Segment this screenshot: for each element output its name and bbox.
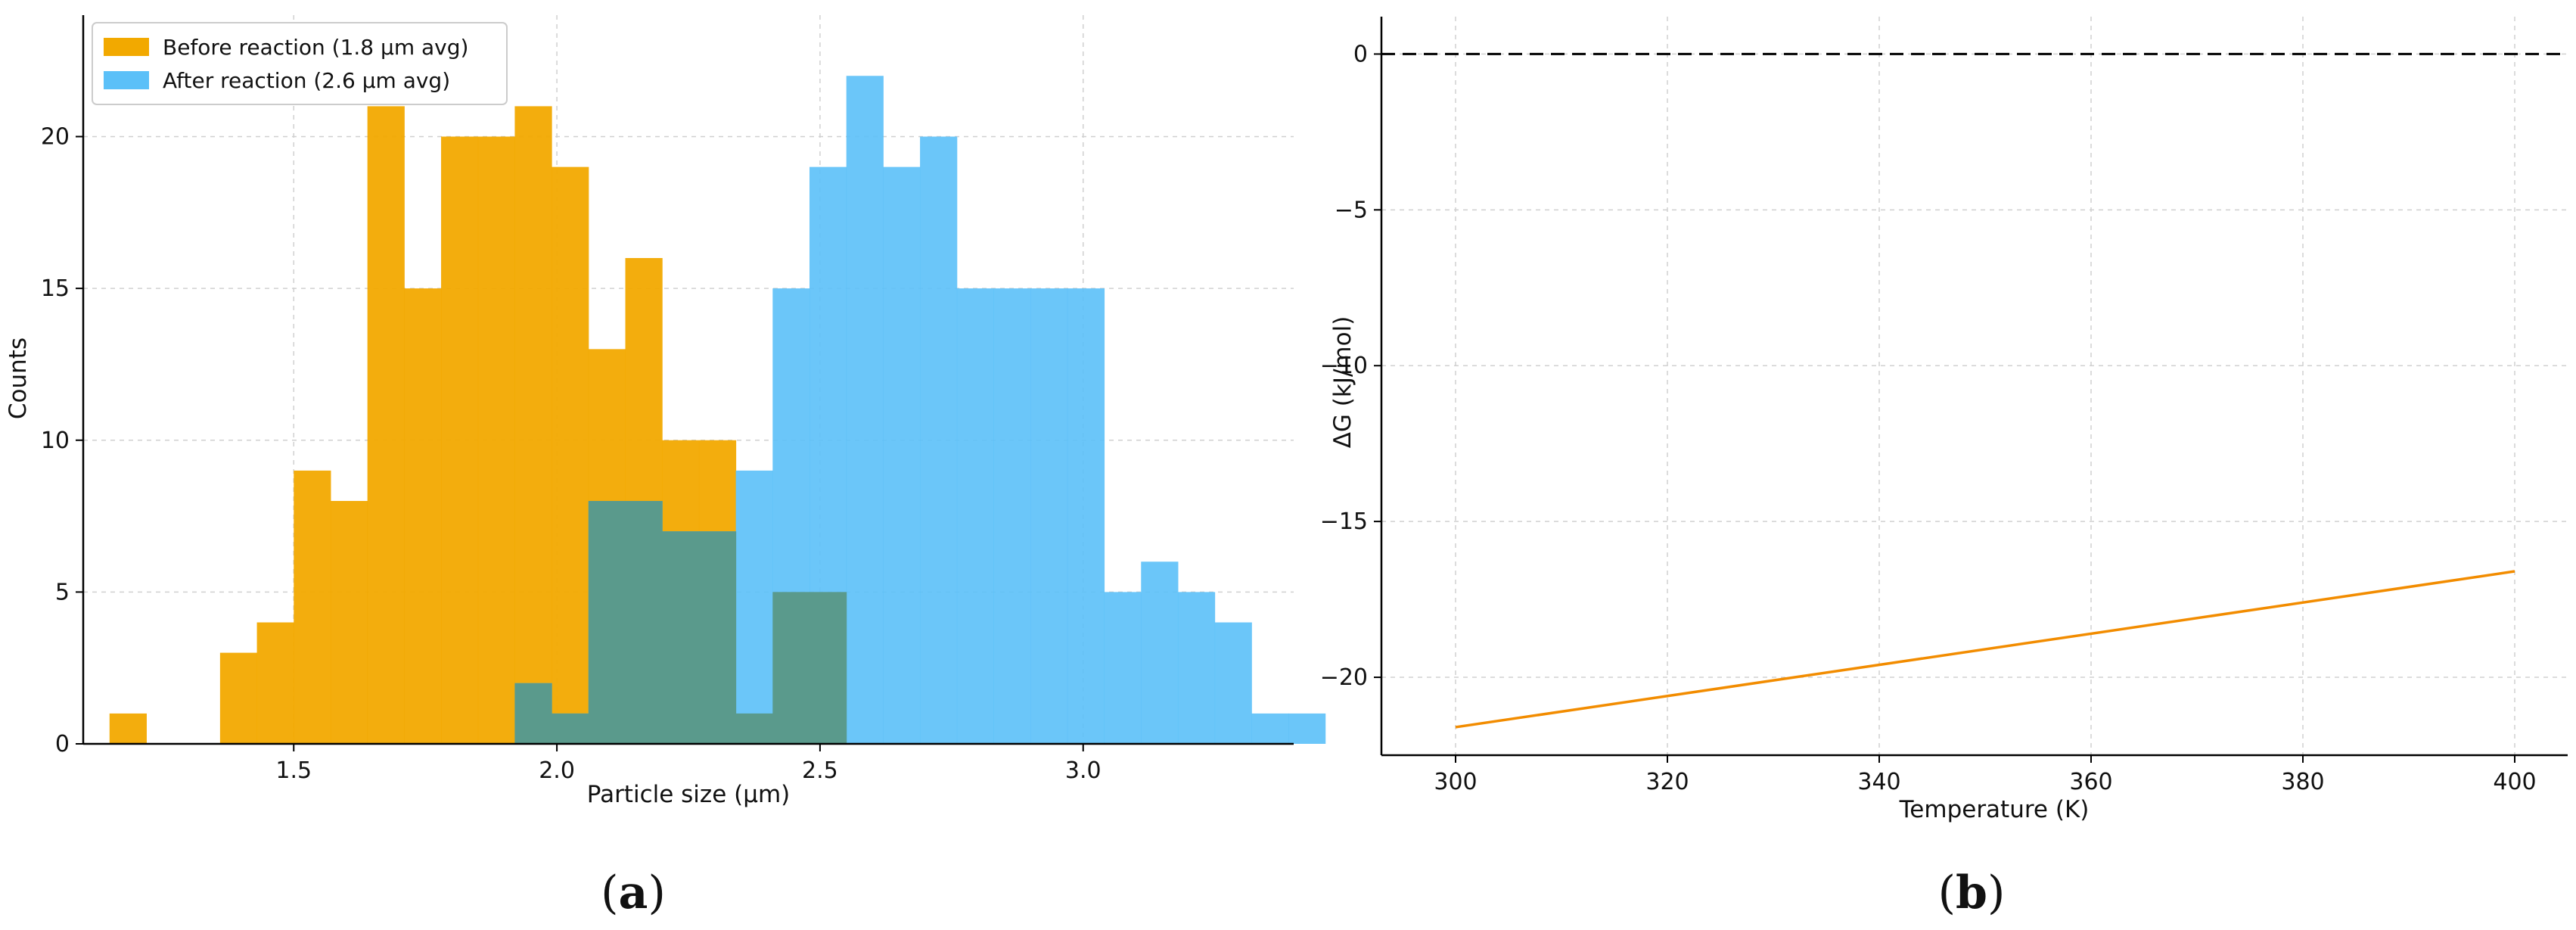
legend-box — [92, 22, 508, 105]
y-tick-label: 0 — [1353, 41, 1368, 67]
overlap-bar — [735, 713, 773, 744]
panel-letter-a: a — [619, 866, 648, 919]
after-reaction-bar — [993, 288, 1031, 744]
overlap-bar — [514, 683, 552, 744]
y-tick-label: 5 — [55, 579, 70, 605]
after-reaction-bar — [1214, 622, 1252, 744]
before-reaction-bar — [477, 136, 515, 744]
overlap-bar — [662, 531, 700, 744]
x-tick-label: 300 — [1434, 769, 1477, 795]
x-tick-label: 3.0 — [1065, 757, 1102, 784]
after-reaction-bars — [514, 76, 1326, 744]
panel-label-a: (a) — [601, 866, 666, 919]
after-reaction-bar — [883, 166, 921, 744]
gibbs-energy-panel: 300 320 340 360 380 400 0 −5 −10 −15 −20 Temperat… — [1320, 17, 2568, 919]
y-tick-label: 15 — [41, 275, 70, 302]
before-reaction-bar — [441, 136, 479, 744]
after-reaction-bar — [1251, 713, 1289, 744]
after-reaction-bar — [1177, 592, 1216, 744]
legend: Before reaction (1.8 µm avg) After react… — [92, 22, 508, 105]
before-reaction-bar — [330, 501, 368, 744]
overlap-bar — [625, 501, 663, 744]
before-reaction-bar — [514, 106, 552, 744]
y-tick-label: −15 — [1320, 509, 1368, 535]
histogram-panel: 1.5 2.0 2.5 3.0 0 5 10 15 20 Particle size (µm)… — [5, 15, 1326, 919]
after-reaction-bar — [920, 136, 958, 744]
before-reaction-bar — [109, 713, 147, 744]
after-reaction-bar — [1067, 288, 1105, 744]
y-axis-label: ΔG (kJ/mol) — [1329, 316, 1356, 449]
overlap-bar — [698, 531, 737, 744]
y-ticks: 0 −5 −10 −15 −20 — [1320, 41, 1381, 691]
after-reaction-bar — [1141, 561, 1179, 744]
before-reaction-bar — [256, 622, 294, 744]
legend-label-before: Before reaction (1.8 µm avg) — [163, 35, 468, 60]
panel-label-b: (b) — [1938, 866, 2006, 919]
legend-label-after: After reaction (2.6 µm avg) — [163, 68, 450, 93]
y-tick-label: −10 — [1320, 353, 1368, 379]
x-tick-label: 360 — [2069, 769, 2112, 795]
grid-lines — [1381, 17, 2568, 755]
legend-swatch-after — [104, 71, 149, 89]
after-reaction-bar — [735, 470, 773, 744]
delta-g-line — [1455, 570, 2515, 729]
before-reaction-bar — [367, 106, 405, 744]
x-ticks: 300 320 340 360 380 400 — [1434, 755, 2537, 795]
y-axis-label: Counts — [5, 337, 32, 419]
x-tick-label: 2.5 — [802, 757, 838, 784]
legend-swatch-before — [104, 38, 149, 56]
overlap-bar — [809, 592, 847, 744]
before-reaction-bar — [404, 288, 442, 744]
overlap-bar — [552, 713, 589, 744]
axes — [1380, 17, 2568, 757]
x-tick-label: 400 — [2493, 769, 2536, 795]
x-axis-label: Temperature (K) — [1899, 796, 2090, 823]
y-ticks: 0 5 10 15 20 — [41, 124, 83, 757]
x-tick-label: 1.5 — [275, 757, 312, 784]
y-tick-label: −20 — [1320, 664, 1368, 691]
x-tick-label: 320 — [1645, 769, 1689, 795]
overlap-bar — [772, 592, 810, 744]
overlap-bar — [588, 501, 626, 744]
y-tick-label: 0 — [55, 731, 70, 757]
after-reaction-bar — [1288, 713, 1326, 744]
x-tick-label: 380 — [2281, 769, 2324, 795]
after-reaction-bar — [1030, 288, 1068, 744]
y-tick-label: 20 — [41, 124, 70, 151]
after-reaction-bar — [846, 76, 884, 744]
panel-letter-b: b — [1956, 866, 1987, 919]
y-tick-label: −5 — [1335, 197, 1368, 223]
x-axis-label: Particle size (µm) — [587, 781, 790, 808]
before-reaction-bar — [552, 166, 589, 744]
x-ticks: 1.5 2.0 2.5 3.0 — [275, 744, 1102, 784]
x-tick-label: 2.0 — [539, 757, 575, 784]
x-tick-label: 340 — [1857, 769, 1900, 795]
before-reaction-bar — [294, 470, 331, 744]
y-tick-label: 10 — [41, 428, 70, 454]
after-reaction-bar — [956, 288, 994, 744]
after-reaction-bar — [1104, 592, 1142, 744]
before-reaction-bar — [219, 652, 258, 744]
